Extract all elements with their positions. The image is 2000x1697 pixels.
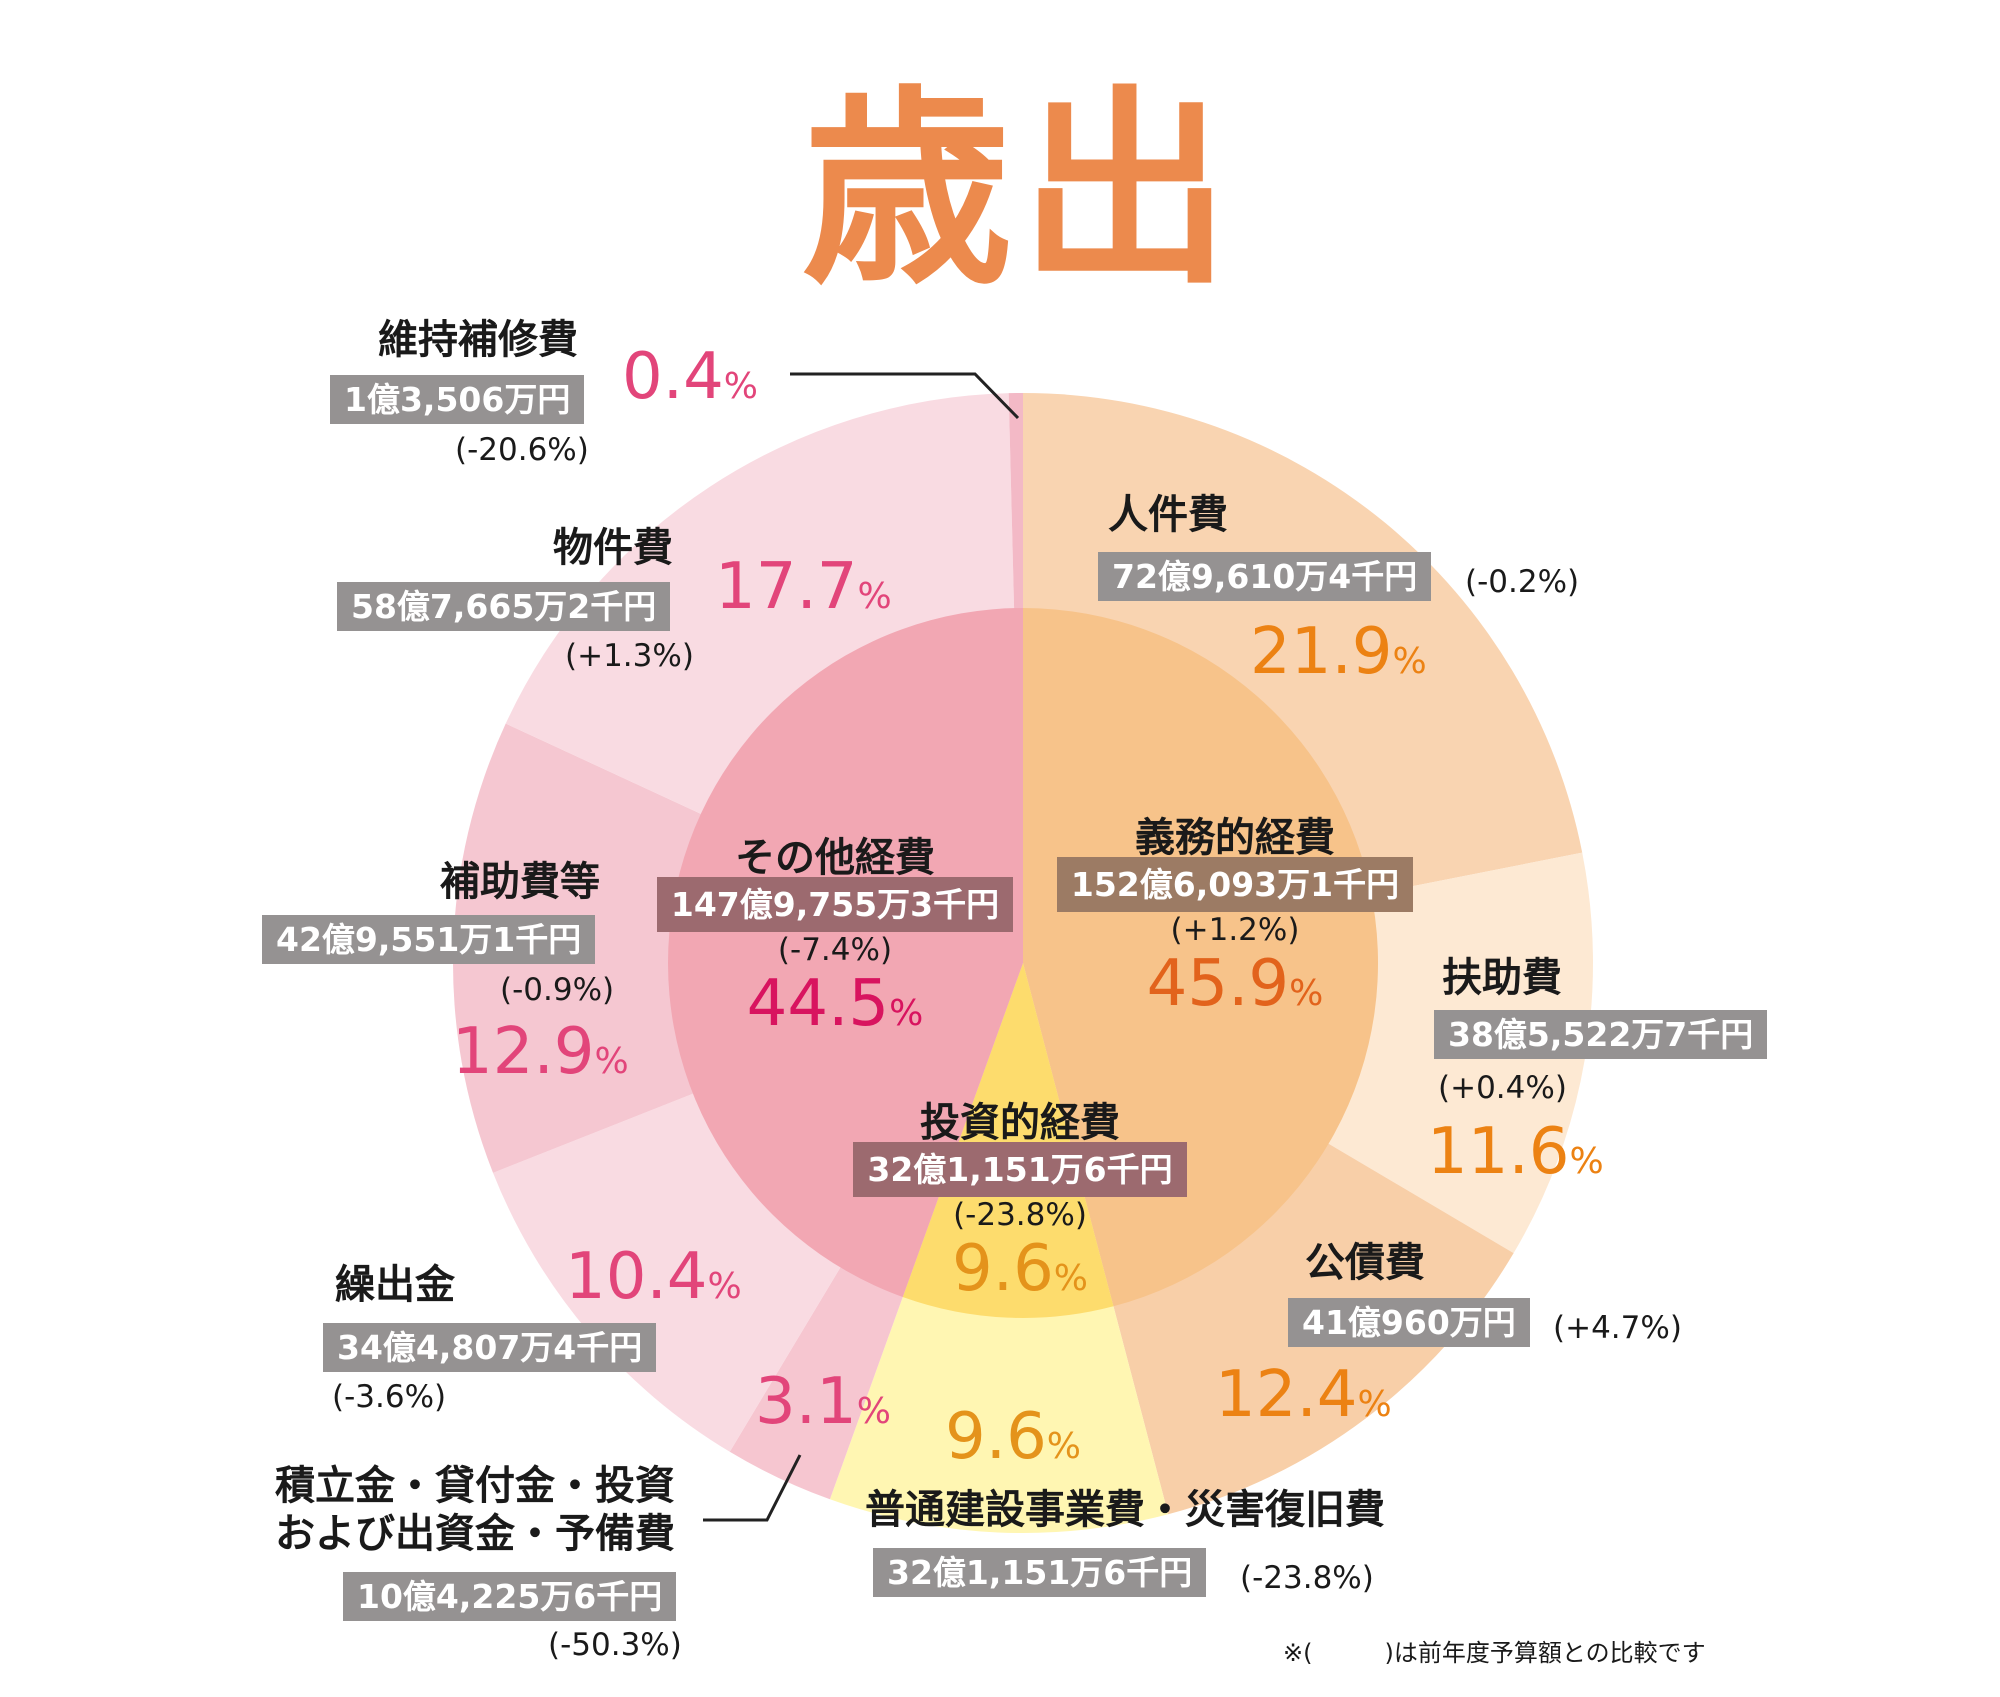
label-maintenance-name: 維持補修費 <box>378 317 578 363</box>
label-maintenance-pct-unit: % <box>723 366 758 407</box>
label-reserves-change: (-50.3%) <box>548 1627 682 1663</box>
footnote: ※( )は前年度予算額との比較です <box>1283 1639 1706 1667</box>
label-other: その他経費 147億9,755万3千円 (-7.4%) 44.5% <box>645 838 1025 1036</box>
label-personnel-change: (-0.2%) <box>1465 564 1580 600</box>
leader-line-reserves <box>703 1454 802 1522</box>
label-subsidies-amount: 42億9,551万1千円 <box>262 915 596 964</box>
label-debt-amount: 41億960万円 <box>1288 1298 1530 1347</box>
label-investment-change: (-23.8%) <box>953 1197 1087 1233</box>
label-welfare-pct-unit: % <box>1569 1141 1604 1182</box>
label-subsidies-change: (-0.9%) <box>500 972 615 1008</box>
leader-lines <box>703 372 1020 1522</box>
label-goods-pct-unit: % <box>857 576 892 617</box>
label-welfare-name: 扶助費 <box>1442 955 1562 1001</box>
label-subsidies-name: 補助費等 <box>440 859 600 905</box>
leader-line-maintenance <box>790 372 1020 420</box>
label-personnel-pct-value: 21.9 <box>1250 615 1393 689</box>
label-subsidies-pct-unit: % <box>594 1041 629 1082</box>
label-welfare-change: (+0.4%) <box>1438 1070 1567 1106</box>
label-construction-pct: 9.6% <box>945 1405 1081 1469</box>
label-obligatory-pct-value: 45.9 <box>1146 947 1290 1021</box>
label-obligatory-pct: 45.9% <box>1050 952 1420 1016</box>
label-other-pct-unit: % <box>889 993 924 1034</box>
label-maintenance-amount: 1億3,506万円 <box>330 375 585 424</box>
label-debt-change: (+4.7%) <box>1553 1310 1682 1346</box>
label-transfers-pct: 10.4% <box>565 1245 742 1309</box>
label-transfers-amount: 34億4,807万4千円 <box>323 1323 657 1372</box>
label-reserves-pct: 3.1% <box>755 1370 891 1434</box>
label-investment-name: 投資的経費 <box>920 1100 1120 1146</box>
label-investment-amount: 32億1,151万6千円 <box>853 1142 1187 1197</box>
label-construction-amount: 32億1,151万6千円 <box>873 1548 1207 1597</box>
label-welfare-pct-value: 11.6 <box>1427 1115 1570 1189</box>
label-other-pct-value: 44.5 <box>746 967 890 1041</box>
label-reserves-amount: 10億4,225万6千円 <box>343 1572 677 1621</box>
label-goods-name: 物件費 <box>553 525 673 571</box>
label-debt-pct-unit: % <box>1357 1384 1392 1425</box>
label-welfare-pct: 11.6% <box>1427 1120 1604 1184</box>
label-construction-pct-unit: % <box>1046 1426 1081 1467</box>
label-personnel-pct: 21.9% <box>1250 620 1427 684</box>
label-maintenance-pct-value: 0.4 <box>622 340 724 414</box>
label-other-name: その他経費 <box>735 835 935 881</box>
label-transfers-pct-unit: % <box>707 1266 742 1307</box>
label-obligatory-amount: 152億6,093万1千円 <box>1056 857 1414 912</box>
label-other-change: (-7.4%) <box>777 932 893 968</box>
label-reserves-name-line2: および出資金・予備費 <box>275 1511 675 1557</box>
label-obligatory: 義務的経費 152億6,093万1千円 (+1.2%) 45.9% <box>1050 818 1420 1016</box>
label-construction-pct-value: 9.6 <box>945 1400 1047 1474</box>
label-transfers-pct-value: 10.4 <box>565 1240 708 1314</box>
label-obligatory-change: (+1.2%) <box>1170 912 1300 948</box>
label-goods-pct-value: 17.7 <box>715 550 858 624</box>
label-investment-pct-unit: % <box>1053 1258 1088 1299</box>
label-reserves-name: 積立金・貸付金・投資 および出資金・予備費 <box>260 1462 675 1558</box>
label-construction-change: (-23.8%) <box>1240 1560 1374 1596</box>
label-investment-pct-value: 9.6 <box>952 1232 1054 1306</box>
label-debt-pct: 12.4% <box>1215 1363 1392 1427</box>
label-reserves-pct-value: 3.1 <box>755 1365 857 1439</box>
label-other-pct: 44.5% <box>645 972 1025 1036</box>
label-personnel-name: 人件費 <box>1108 492 1228 538</box>
label-construction-name: 普通建設事業費・災害復旧費 <box>865 1487 1385 1533</box>
label-subsidies-pct: 12.9% <box>452 1020 629 1084</box>
label-maintenance-pct: 0.4% <box>622 345 758 409</box>
label-obligatory-name: 義務的経費 <box>1135 815 1335 861</box>
label-welfare-amount: 38億5,522万7千円 <box>1434 1010 1768 1059</box>
label-investment: 投資的経費 32億1,151万6千円 (-23.8%) 9.6% <box>840 1103 1200 1301</box>
label-personnel-pct-unit: % <box>1392 641 1427 682</box>
label-subsidies-pct-value: 12.9 <box>452 1015 595 1089</box>
label-reserves-pct-unit: % <box>856 1391 891 1432</box>
inner-slice-investment <box>902 963 1114 1319</box>
label-reserves-name-line1: 積立金・貸付金・投資 <box>275 1463 675 1509</box>
label-debt-name: 公債費 <box>1305 1240 1425 1286</box>
label-personnel-amount: 72億9,610万4千円 <box>1098 552 1432 601</box>
inner-slice-obligatory <box>1023 608 1379 1307</box>
label-goods-amount: 58億7,665万2千円 <box>337 582 671 631</box>
chart-title: 歳出 <box>801 66 1238 313</box>
inner-slice-other <box>668 608 1023 1298</box>
label-debt-pct-value: 12.4 <box>1215 1358 1358 1432</box>
label-transfers-change: (-3.6%) <box>332 1379 447 1415</box>
label-goods-pct: 17.7% <box>715 555 892 619</box>
label-maintenance-change: (-20.6%) <box>455 432 589 468</box>
inner-ring <box>668 608 1379 1319</box>
label-obligatory-pct-unit: % <box>1289 973 1324 1014</box>
label-goods-change: (+1.3%) <box>565 638 694 674</box>
label-transfers-name: 繰出金 <box>335 1262 455 1308</box>
label-investment-pct: 9.6% <box>840 1237 1200 1301</box>
label-other-amount: 147億9,755万3千円 <box>656 877 1014 932</box>
